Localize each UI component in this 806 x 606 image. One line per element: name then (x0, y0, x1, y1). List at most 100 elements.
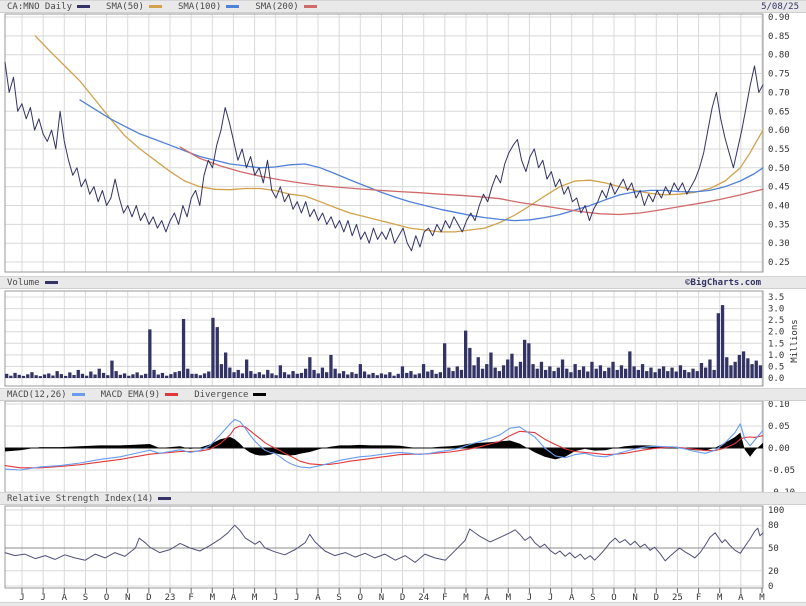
month-label: M (506, 593, 512, 603)
sma200-swatch (303, 5, 317, 8)
rsi-tick-label: 0 (768, 582, 773, 592)
price-tick-label: 0.25 (768, 258, 790, 268)
month-label: J (40, 593, 45, 603)
macd-legend-bar: MACD(12,26) MACD EMA(9) Divergence (0, 388, 806, 401)
price-tick-label: 0.35 (768, 220, 790, 230)
price-tick-label: 0.70 (768, 88, 790, 98)
month-label: D (146, 593, 151, 603)
volume-panel: 3.5 3.02.5 2.01.5 1.00.5 0.0 Millions (4, 290, 800, 387)
sma100-label: SMA(100) (177, 1, 222, 12)
price-tick-label: 0.45 (768, 183, 790, 193)
month-label: A (569, 593, 575, 603)
macd-ema-swatch (165, 393, 179, 396)
month-label: 25 (672, 593, 683, 603)
month-label: A (62, 593, 68, 603)
price-tick-label: 0.85 (768, 32, 790, 42)
month-label: J (19, 593, 24, 603)
volume-tick-label: 0.0 (768, 374, 784, 384)
sma50-label: SMA(50) (106, 1, 144, 12)
price-legend-bar: CA:MNO Daily SMA(50) SMA(100) SMA(200) 5… (0, 0, 806, 13)
macd-tick-label: 0.10 (768, 400, 790, 410)
month-label: S (336, 593, 341, 603)
legend-item-divergence: Divergence (194, 389, 267, 400)
month-label: A (231, 593, 237, 603)
legend-item-volume: Volume (7, 278, 58, 288)
month-label: J (548, 593, 553, 603)
sma100-swatch (226, 5, 240, 8)
divergence-label: Divergence (194, 389, 249, 400)
month-label: N (379, 593, 384, 603)
macd-panel: 0.100.050.00-0.05-0.10 (4, 400, 795, 498)
month-label: 23 (165, 593, 176, 603)
month-label: M (463, 593, 469, 603)
legend-item-sma200: SMA(200) (255, 1, 317, 12)
sma200-label: SMA(200) (255, 1, 299, 12)
rsi-swatch (158, 497, 172, 500)
month-label: D (654, 593, 659, 603)
month-label: F (442, 593, 447, 603)
month-label: N (632, 593, 637, 603)
macd-tick-label: 0.05 (768, 422, 790, 432)
chart-date: 5/08/25 (761, 1, 799, 12)
volume-tick-label: 3.0 (768, 305, 784, 315)
rsi-tick-label: 20 (768, 567, 779, 577)
month-label: S (590, 593, 595, 603)
legend-item-macd: MACD(12,26) (7, 390, 85, 400)
macd-divergence-area (5, 432, 763, 460)
legend-item-sma50: SMA(50) (106, 2, 162, 12)
price-tick-label: 0.30 (768, 239, 790, 249)
volume-tick-label: 1.5 (768, 339, 784, 349)
price-tick-label: 0.80 (768, 51, 790, 61)
month-label: M (759, 593, 765, 603)
rsi-label: Relative Strength Index(14) (7, 493, 154, 504)
price-tick-label: 0.65 (768, 107, 790, 117)
month-label: A (484, 593, 490, 603)
month-label: A (738, 593, 744, 603)
month-label: J (273, 593, 278, 603)
month-label: A (315, 593, 321, 603)
macd-label: MACD(12,26) (7, 389, 67, 400)
month-label: N (125, 593, 130, 603)
footer-strip (0, 602, 806, 606)
price-tick-label: 0.90 (768, 13, 790, 23)
month-label: O (611, 593, 616, 603)
legend-item-price: CA:MNO Daily (7, 2, 91, 12)
legend-item-sma100: SMA(100) (177, 1, 240, 12)
price-tick-label: 0.60 (768, 126, 790, 136)
volume-label: Volume (7, 277, 40, 288)
month-label: O (358, 593, 363, 603)
rsi-panel: 100 80 50 20 0 (4, 505, 784, 592)
macd-tick-label: -0.05 (768, 466, 795, 476)
volume-tick-label: 3.5 (768, 293, 784, 303)
rsi-tick-label: 100 (768, 506, 784, 516)
rsi-tick-label: 80 (768, 521, 779, 531)
legend-item-macd-ema: MACD EMA(9) (101, 390, 179, 400)
month-label: S (83, 593, 88, 603)
volume-tick-label: 2.0 (768, 328, 784, 338)
volume-unit-label: Millions (790, 319, 800, 362)
month-label: F (696, 593, 701, 603)
month-label: J (294, 593, 299, 603)
volume-swatch (44, 281, 58, 284)
month-label: J (527, 593, 532, 603)
legend-item-rsi: Relative Strength Index(14) (7, 493, 172, 504)
price-tick-label: 0.40 (768, 202, 790, 212)
macd-ema-label: MACD EMA(9) (100, 389, 161, 400)
price-series-swatch (77, 5, 91, 8)
volume-tick-label: 1.0 (768, 351, 784, 361)
macd-tick-label: 0.00 (768, 444, 790, 454)
month-label: M (252, 593, 258, 603)
month-label: D (400, 593, 405, 603)
rsi-tick-label: 50 (768, 544, 779, 554)
rsi-legend-bar: Relative Strength Index(14) (0, 492, 806, 505)
sma50-swatch (148, 5, 162, 8)
month-label: F (188, 593, 193, 603)
volume-tick-label: 2.5 (768, 316, 784, 326)
x-axis: J J A S O N D 23 F M A M J J A S O N D 24 F M A M J J A S O N D 25 F M A M (19, 588, 765, 603)
bigcharts-copyright: ©BigCharts.com (685, 277, 761, 288)
volume-legend-bar: Volume ©BigCharts.com (0, 276, 806, 289)
month-label: O (104, 593, 109, 603)
macd-swatch (71, 393, 85, 396)
